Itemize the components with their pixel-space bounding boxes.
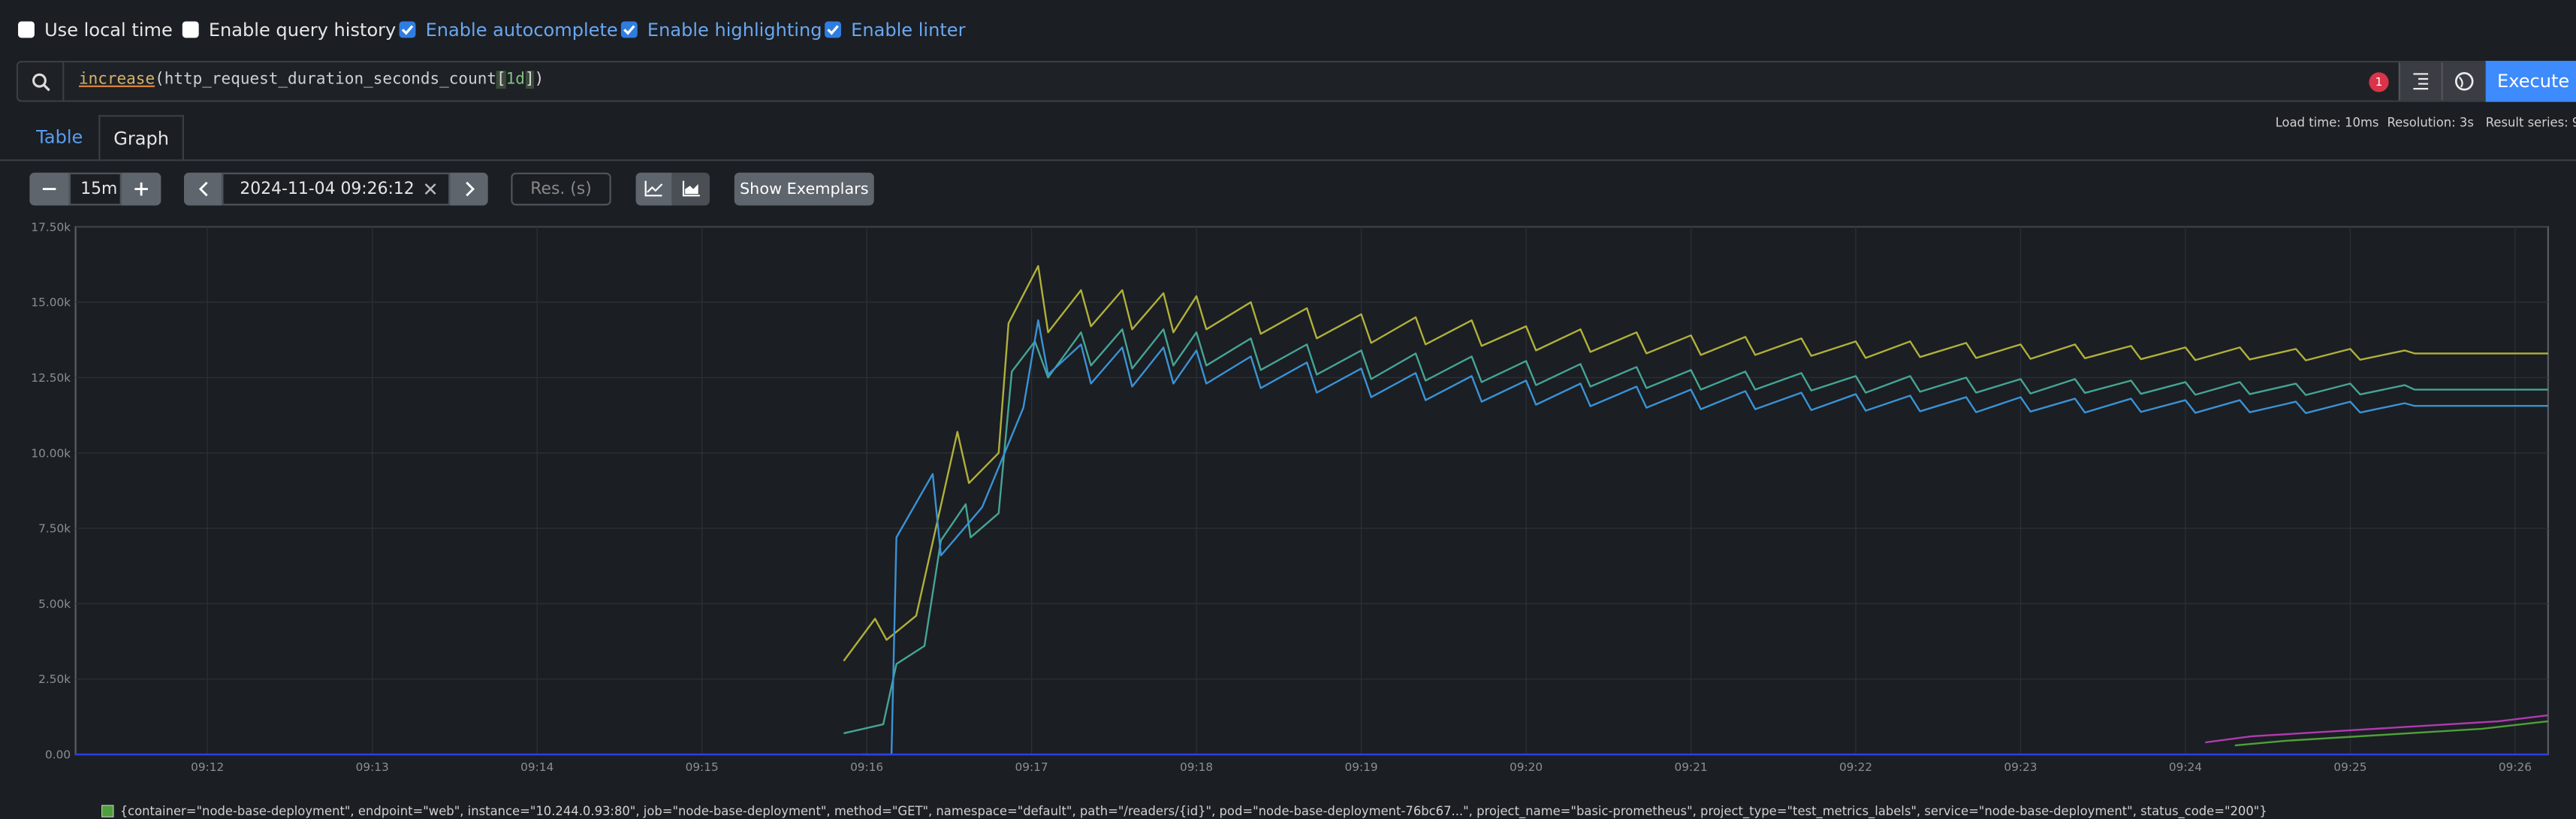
stat: Resolution: 3s [2387,115,2474,130]
series-line [843,328,2548,735]
query-bar: increase(http_request_duration_seconds_c… [16,60,2576,102]
plot-area [74,225,2549,756]
query-paren: ( [155,71,164,89]
stacked-mode[interactable] [671,172,710,206]
range-decrease[interactable] [29,172,69,206]
y-tick-label: 7.50k [38,522,71,536]
option[interactable]: Use local time [18,18,173,41]
check-icon [623,25,635,35]
x-tick-label: 09:14 [520,760,554,774]
option-label: Enable linter [851,19,966,41]
x-tick-label: 09:24 [2169,760,2202,774]
x-tick-label: 09:26 [2499,760,2532,774]
option-label: Enable highlighting [647,19,822,41]
x-tick-label: 09:17 [1015,760,1048,774]
legend-swatch [101,805,114,817]
series-line [843,264,2548,662]
checkbox[interactable] [825,21,841,38]
search-icon [18,62,65,101]
search-glyph [32,72,50,91]
minus-icon [42,188,56,190]
x-tick-label: 09:15 [686,760,719,774]
x-tick-label: 09:25 [2333,760,2366,774]
x-tick-label: 09:19 [1345,760,1378,774]
option[interactable]: Enable query history [182,18,397,41]
y-tick-label: 12.50k [31,371,71,385]
stat: Result series: 9 [2485,115,2576,130]
range-increase[interactable] [121,172,161,206]
y-tick-label: 0.00 [45,748,71,762]
exemplars-button[interactable]: Show Exemplars [734,172,874,206]
x-tick-label: 09:13 [356,760,389,774]
y-tick-label: 5.00k [38,597,71,611]
tab-active[interactable]: Graph [98,115,184,162]
x-tick-label: 09:16 [850,760,883,774]
query-duration: 1d [505,71,525,89]
globe-icon [2455,72,2474,91]
option[interactable]: Enable highlighting [620,18,822,41]
x-tick-label: 09:12 [191,760,224,774]
explore-button[interactable] [2441,62,2486,101]
tab-divider [0,159,2576,162]
line-mode[interactable] [635,172,672,206]
query-function: increase [79,71,155,89]
y-tick-label: 17.50k [31,220,71,234]
y-tick-label: 2.50k [38,672,71,686]
x-tick-label: 09:18 [1180,760,1213,774]
query-bracket: ] [524,71,535,89]
clear-icon[interactable] [422,181,439,198]
x-tick-label: 09:21 [1674,760,1707,774]
chart: 0.00 2.50k 5.00k 7.50k 10.00k 12.50k 15.00k 17.… [31,220,2549,819]
y-tick-label: 10.00k [31,446,71,460]
query-paren: ) [534,71,544,89]
query-input[interactable]: increase(http_request_duration_seconds_c… [79,71,544,89]
checkbox[interactable] [18,21,35,38]
resolution-input[interactable]: Res. (s) [511,172,611,206]
option-label: Use local time [44,19,173,41]
chevron-left [198,181,207,197]
series-line [861,319,2548,756]
query-bracket: [ [496,71,506,89]
checkbox[interactable] [399,21,416,38]
stat: Load time: 10ms [2275,115,2379,130]
error-badge[interactable]: 1 [2369,72,2389,92]
tab[interactable]: Table [36,126,83,148]
x-tick-label: 09:22 [1839,760,1872,774]
option[interactable]: Enable autocomplete [399,18,618,41]
end-time-input[interactable]: 2024-11-04 09:26:12 [222,172,451,206]
option[interactable]: Enable linter [825,18,965,41]
y-tick-label: 15.00k [31,296,71,310]
check-icon [827,25,839,35]
chevron-right [465,181,474,197]
legend-label: {container="node-base-deployment", endpo… [120,804,2267,819]
option-label: Enable autocomplete [425,19,618,41]
x-tick-label: 09:23 [2004,760,2037,774]
query-metric: http_request_duration_seconds_count [164,71,497,89]
format-icon [2413,73,2429,90]
range-input[interactable]: 15m [68,172,122,206]
plus-icon [134,182,148,196]
execute-button[interactable]: Execute [2485,60,2576,102]
time-back[interactable] [184,172,222,206]
x-tick-label: 09:20 [1510,760,1543,774]
area-icon [681,180,699,197]
format-button[interactable] [2398,62,2442,101]
checkbox[interactable] [620,21,638,38]
line-icon [644,180,663,197]
option-label: Enable query history [208,19,397,41]
series-line [2205,714,2548,744]
check-icon [401,25,414,35]
series-line [2234,720,2548,747]
time-forward[interactable] [450,172,488,206]
checkbox[interactable] [182,21,199,38]
